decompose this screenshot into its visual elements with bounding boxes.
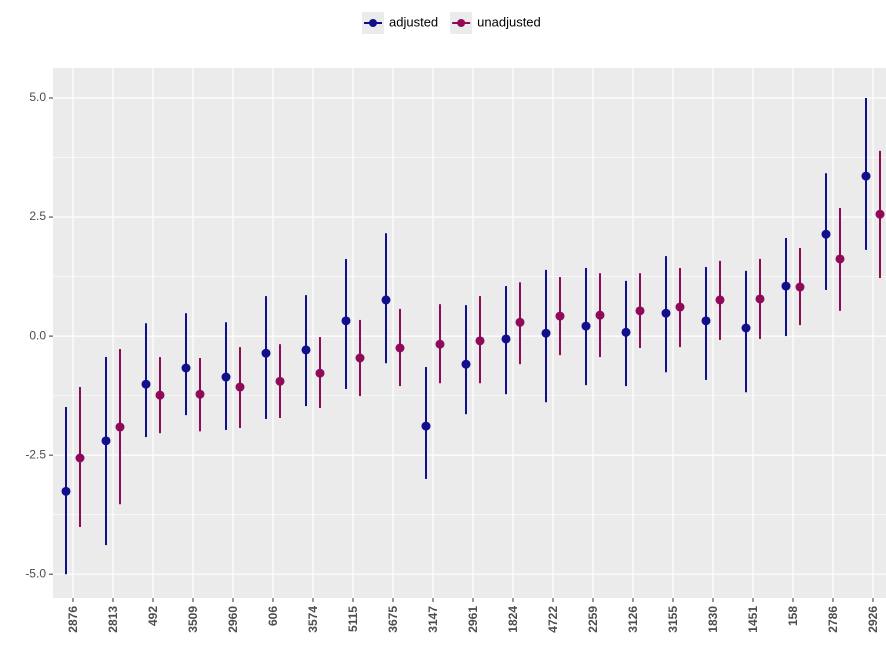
point: [115, 422, 125, 432]
x-tick-label: 3126: [626, 606, 640, 633]
x-tick-label: 3155: [666, 606, 680, 633]
point: [755, 294, 765, 304]
point: [75, 453, 85, 463]
x-tick-label: 3574: [306, 606, 320, 633]
x-tick-label: 606: [266, 606, 280, 626]
x-tick-label: 4722: [546, 606, 560, 633]
point: [475, 336, 485, 346]
point: [581, 321, 591, 331]
point: [101, 436, 111, 446]
y-tick-label: -5.0: [25, 566, 46, 580]
point: [635, 306, 645, 316]
point: [421, 421, 431, 431]
point: [675, 302, 685, 312]
x-tick-label: 1824: [506, 606, 520, 633]
point: [301, 345, 311, 355]
x-tick-label: 1830: [706, 606, 720, 633]
point: [275, 376, 285, 386]
point: [435, 339, 445, 349]
point: [621, 327, 631, 337]
point: [155, 390, 165, 400]
point: [341, 316, 351, 326]
legend-label: unadjusted: [477, 14, 541, 29]
x-tick-label: 3675: [386, 606, 400, 633]
x-tick-label: 2926: [866, 606, 880, 633]
legend-dot: [369, 19, 377, 27]
x-tick-label: 492: [146, 606, 160, 626]
point: [235, 382, 245, 392]
point: [715, 295, 725, 305]
point: [861, 171, 871, 181]
point: [315, 368, 325, 378]
point: [661, 308, 671, 318]
legend-dot: [457, 19, 466, 27]
x-tick-label: 3509: [186, 606, 200, 633]
point: [741, 323, 751, 333]
x-tick-label: 2960: [226, 606, 240, 633]
point: [261, 348, 271, 358]
x-tick-label: 2961: [466, 606, 480, 633]
panel: [53, 68, 886, 598]
point: [595, 310, 605, 320]
point: [555, 311, 565, 321]
y-tick-label: 2.5: [29, 209, 46, 223]
point: [141, 379, 151, 389]
x-tick-label: 2786: [826, 606, 840, 633]
point: [61, 486, 71, 496]
point: [875, 209, 885, 219]
x-tick-label: 5115: [346, 606, 360, 632]
legend-label: adjusted: [389, 14, 438, 29]
point: [835, 254, 845, 264]
x-tick-label: 3147: [426, 606, 440, 633]
x-tick-label: 1451: [746, 606, 760, 633]
point: [701, 316, 711, 326]
x-tick-label: 2259: [586, 606, 600, 633]
point: [395, 343, 405, 353]
point: [195, 389, 205, 399]
point: [781, 281, 791, 291]
point: [355, 353, 365, 363]
point: [181, 363, 191, 373]
point: [221, 372, 231, 382]
y-tick-label: 5.0: [29, 90, 46, 104]
point: [821, 229, 831, 239]
y-tick-label: 0.0: [29, 328, 46, 342]
point: [501, 334, 511, 344]
point: [515, 317, 525, 327]
y-tick-label: -2.5: [25, 447, 46, 461]
x-tick-label: 2813: [106, 606, 120, 633]
point: [795, 282, 805, 292]
point: [381, 295, 391, 305]
point: [541, 328, 551, 338]
point: [461, 359, 471, 369]
x-tick-label: 2876: [66, 606, 80, 633]
x-tick-label: 158: [786, 606, 800, 626]
